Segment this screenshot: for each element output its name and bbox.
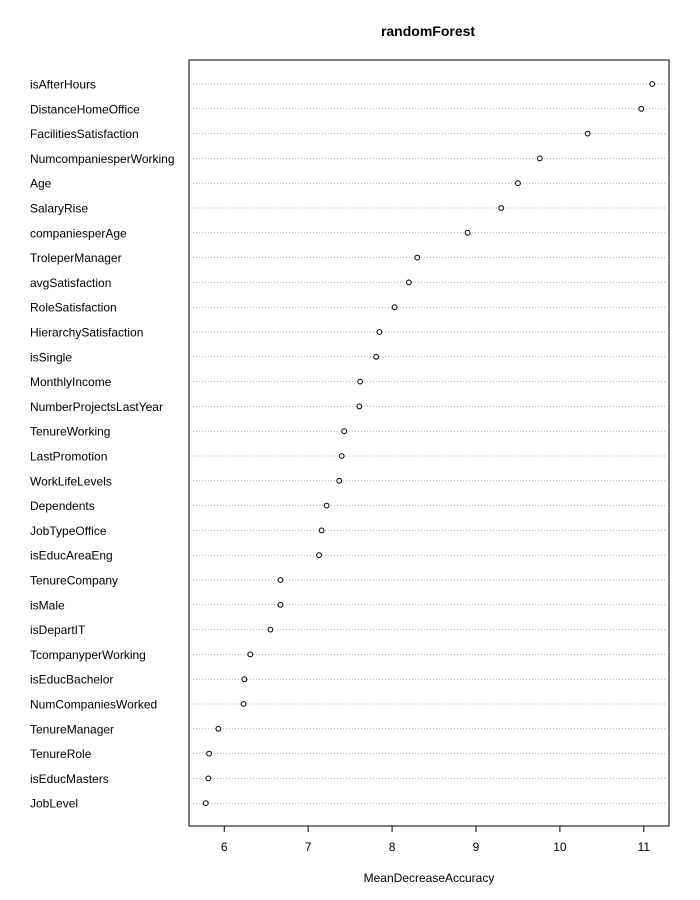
variable-label: LastPromotion [30, 450, 107, 464]
data-point [649, 81, 656, 87]
variable-label: TenureManager [30, 722, 114, 736]
x-axis: 6 7 8 9 10 11 [221, 825, 651, 854]
data-point [391, 304, 398, 311]
data-point [373, 353, 380, 360]
variable-label: FacilitiesSatisfaction [30, 127, 139, 141]
data-point [202, 800, 209, 807]
variable-label: Age [30, 177, 52, 191]
variable-label: NumberProjectsLastYear [30, 400, 163, 414]
data-point [318, 527, 325, 534]
data-point [464, 229, 471, 236]
variable-label: WorkLifeLevels [30, 474, 112, 488]
data-point [240, 701, 247, 707]
data-point [277, 577, 284, 583]
x-tick-label: 11 [638, 840, 651, 854]
variable-label: HierarchySatisfaction [30, 326, 143, 340]
data-point [341, 428, 348, 435]
variable-label: avgSatisfaction [30, 276, 111, 290]
data-points [202, 81, 656, 807]
variable-label: JobTypeOffice [30, 524, 107, 538]
variable-label: JobLevel [30, 797, 78, 811]
data-point [316, 552, 322, 559]
x-tick-label: 7 [305, 840, 312, 854]
variable-label: Dependents [30, 499, 95, 513]
data-point [498, 205, 505, 211]
data-point [267, 626, 274, 633]
data-point [323, 502, 330, 509]
x-tick-label: 6 [221, 840, 228, 854]
variable-label: isAfterHours [30, 78, 96, 92]
data-point [356, 403, 363, 410]
variable-label: MonthlyIncome [30, 375, 112, 389]
data-point [536, 155, 543, 162]
plot-frame [188, 59, 670, 827]
variable-label: NumCompaniesWorked [30, 698, 157, 712]
variable-label: TroleperManager [30, 251, 122, 265]
data-point [338, 453, 345, 459]
data-point [357, 378, 364, 385]
data-point [277, 601, 284, 608]
variable-label: isEducMasters [30, 772, 109, 786]
x-axis-title: MeanDecreaseAccuracy [364, 871, 495, 885]
chart-title: randomForest [381, 23, 475, 39]
variable-label: isMale [30, 598, 65, 612]
variable-label: isEducAreaEng [30, 549, 113, 563]
data-point [215, 725, 222, 732]
data-point [405, 279, 412, 286]
variable-label: DistanceHomeOffice [30, 102, 140, 116]
variable-labels: isAfterHours DistanceHomeOffice Facilities… [30, 78, 175, 811]
variable-label: isEducBachelor [30, 673, 113, 687]
data-point [584, 130, 591, 137]
data-point [638, 105, 645, 112]
data-point [376, 329, 383, 335]
variable-label: isSingle [30, 350, 72, 364]
data-point [336, 477, 343, 484]
variable-label: isDepartIT [30, 623, 86, 637]
data-point [205, 775, 212, 782]
data-point [414, 254, 421, 261]
variable-label: TenureWorking [30, 425, 110, 439]
data-point [206, 750, 213, 757]
x-tick-label: 10 [553, 840, 567, 854]
variable-label: SalaryRise [30, 202, 88, 216]
variable-label: TcompanyperWorking [30, 648, 146, 662]
variable-label: TenureRole [30, 747, 92, 761]
x-tick-label: 8 [389, 840, 396, 854]
grid-layer [193, 83, 665, 804]
data-point [247, 651, 254, 658]
variable-label: companiesperAge [30, 226, 127, 240]
data-point [241, 676, 248, 683]
variable-label: NumcompaniesperWorking [30, 152, 175, 166]
data-point [515, 180, 521, 187]
variable-label: TenureCompany [30, 574, 118, 588]
x-tick-label: 9 [473, 840, 480, 854]
variable-label: RoleSatisfaction [30, 301, 117, 315]
